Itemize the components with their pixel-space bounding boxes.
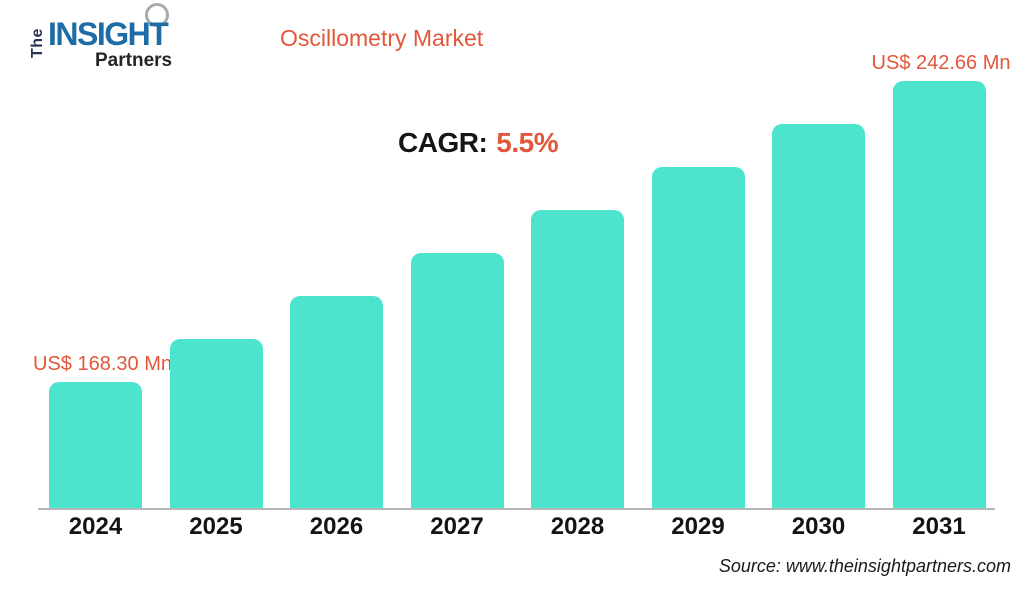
bar-2026: [290, 296, 383, 509]
bar-column-2030: 2030: [772, 0, 865, 539]
lens-circle-icon: [145, 3, 169, 27]
bar-column-2029: 2029: [651, 0, 745, 539]
logo-partners: Partners: [95, 50, 173, 71]
chart: 2024 US$ 168.30 Mn 2025 2026 2027 2028 2029 203…: [33, 0, 1011, 539]
x-axis-label-2029: 2029: [671, 513, 725, 540]
bar-2029: [651, 167, 745, 509]
bar-column-2025: 2025: [169, 0, 263, 539]
bar-column-2027: 2027: [410, 0, 504, 539]
bar-column-2024: 2024 US$ 168.30 Mn: [33, 0, 172, 539]
x-axis-line: [38, 508, 995, 510]
bar-2024: [49, 382, 142, 509]
logo-the: The: [29, 28, 46, 58]
bar-2028: [531, 210, 624, 509]
bar-2027: [410, 253, 504, 509]
bar-2025: [169, 339, 263, 509]
x-axis-label-2031: 2031: [912, 513, 966, 540]
cagr-label: CAGR:: [398, 127, 488, 158]
source-note: Source: www.theinsightpartners.com: [718, 556, 1011, 576]
page-title: Oscillometry Market: [280, 25, 484, 51]
cagr-value: 5.5%: [496, 127, 559, 158]
x-axis-label-2028: 2028: [550, 513, 605, 540]
x-axis-label-2030: 2030: [791, 513, 846, 540]
bar-value-label-2031: US$ 242.66 Mn: [871, 52, 1011, 74]
x-axis-label-2025: 2025: [189, 513, 243, 540]
x-axis-label-2024: 2024: [68, 513, 123, 540]
bar-column-2031: 2031 US$ 242.66 Mn: [872, 0, 1011, 539]
bar-column-2026: 2026: [290, 0, 383, 539]
x-axis-label-2027: 2027: [430, 513, 484, 540]
logo-insight: INSIGHT: [48, 16, 169, 52]
bar-2031: [892, 81, 986, 509]
bar-column-2028: 2028: [531, 0, 624, 539]
cagr-line: CAGR: 5.5%: [398, 127, 559, 159]
x-axis-label-2026: 2026: [309, 513, 364, 540]
bar-value-label-2024: US$ 168.30 Mn: [33, 353, 172, 375]
insight-partners-logo: The INSIGHT Partners: [28, 3, 193, 78]
bar-2030: [772, 124, 865, 509]
